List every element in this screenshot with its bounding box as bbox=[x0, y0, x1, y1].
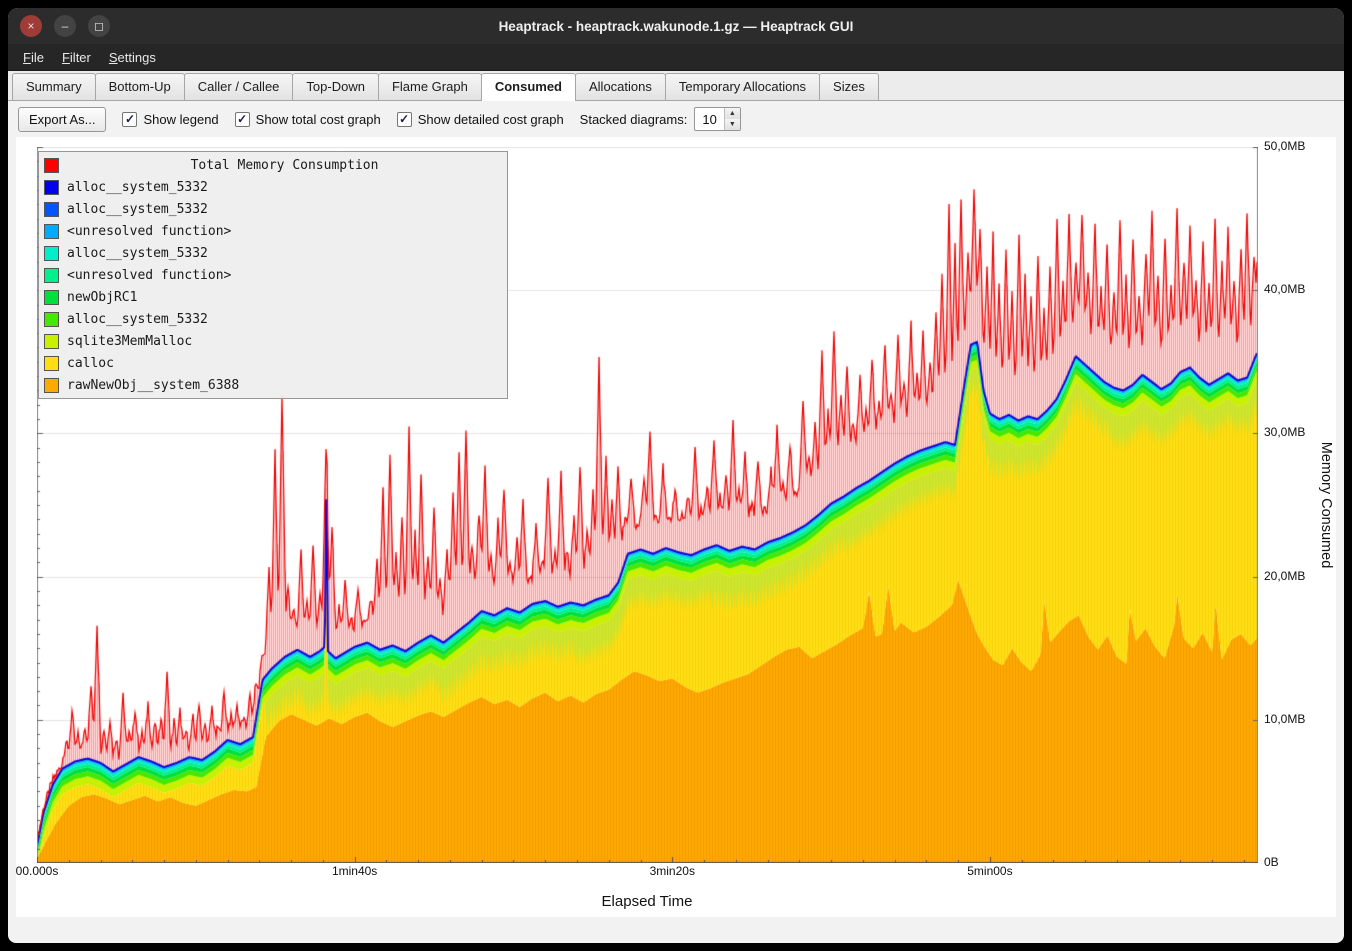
legend-swatch bbox=[44, 311, 59, 327]
spinner-up-icon[interactable]: ▲ bbox=[724, 108, 740, 119]
title-bar[interactable]: × – ◻ Heaptrack - heaptrack.wakunode.1.g… bbox=[8, 8, 1344, 44]
legend-item: alloc__system_5332 bbox=[44, 242, 502, 264]
x-axis-tick-label: 3min20s bbox=[649, 864, 695, 878]
menu-filter[interactable]: Filter bbox=[61, 49, 91, 65]
window-controls: × – ◻ bbox=[20, 15, 110, 37]
tab-temporary-allocations[interactable]: Temporary Allocations bbox=[664, 73, 821, 100]
y-axis-tick-label: 20,0MB bbox=[1264, 568, 1306, 583]
consumed-chart-widget: Total Memory Consumption alloc__system_53… bbox=[16, 137, 1336, 917]
y-axis-tick-label: 40,0MB bbox=[1264, 282, 1306, 297]
checkbox-check-icon: ✓ bbox=[396, 111, 412, 127]
legend-item: alloc__system_5332 bbox=[44, 176, 502, 198]
legend-item: alloc__system_5332 bbox=[44, 198, 502, 220]
legend-label: <unresolved function> bbox=[67, 223, 232, 239]
legend-label: alloc__system_5332 bbox=[67, 311, 208, 327]
legend-label: <unresolved function> bbox=[67, 267, 232, 283]
y-axis-tick-label: 30,0MB bbox=[1264, 425, 1306, 440]
menu-bar: File Filter Settings bbox=[8, 44, 1344, 71]
x-axis-title: Elapsed Time bbox=[601, 893, 693, 910]
tab-caller-callee[interactable]: Caller / Callee bbox=[183, 73, 294, 100]
app-window: × – ◻ Heaptrack - heaptrack.wakunode.1.g… bbox=[8, 8, 1344, 943]
menu-settings[interactable]: Settings bbox=[108, 49, 156, 65]
show-total-cost-graph-label: Show total cost graph bbox=[255, 111, 381, 127]
toolbar: Export As... ✓ Show legend ✓ Show total … bbox=[8, 101, 1344, 137]
legend-swatch bbox=[44, 333, 59, 349]
export-as-button[interactable]: Export As... bbox=[18, 106, 107, 132]
legend-item: sqlite3MemMalloc bbox=[44, 330, 502, 352]
tab-summary[interactable]: Summary bbox=[12, 73, 96, 100]
show-detailed-cost-graph-label: Show detailed cost graph bbox=[417, 111, 564, 127]
show-legend-checkbox[interactable]: ✓ Show legend bbox=[122, 111, 219, 127]
stacked-diagrams-label: Stacked diagrams: bbox=[579, 111, 688, 127]
tab-bottom-up[interactable]: Bottom-Up bbox=[94, 73, 185, 100]
close-icon[interactable]: × bbox=[20, 15, 42, 37]
legend-title: Total Memory Consumption bbox=[190, 157, 379, 173]
legend-swatch bbox=[44, 223, 59, 239]
tab-bar: Summary Bottom-Up Caller / Callee Top-Do… bbox=[8, 71, 1344, 101]
legend-swatch bbox=[44, 245, 59, 261]
legend-item: newObjRC1 bbox=[44, 286, 502, 308]
spinner-arrows: ▲ ▼ bbox=[723, 108, 740, 130]
legend-title-row: Total Memory Consumption bbox=[44, 154, 502, 176]
legend-item: <unresolved function> bbox=[44, 220, 502, 242]
stacked-diagrams-spinner[interactable]: 10 ▲ ▼ bbox=[694, 107, 741, 131]
legend-label: sqlite3MemMalloc bbox=[67, 333, 193, 349]
tab-flame-graph[interactable]: Flame Graph bbox=[377, 73, 482, 100]
minimize-icon[interactable]: – bbox=[54, 15, 76, 37]
x-axis-tick-label: 5min00s bbox=[967, 864, 1013, 878]
maximize-icon[interactable]: ◻ bbox=[88, 15, 110, 37]
legend-swatch bbox=[44, 201, 59, 217]
legend-label: rawNewObj__system_6388 bbox=[67, 377, 240, 393]
spinner-down-icon[interactable]: ▼ bbox=[724, 119, 740, 130]
checkbox-check-icon: ✓ bbox=[122, 111, 138, 127]
legend-label: calloc bbox=[67, 355, 114, 371]
tab-top-down[interactable]: Top-Down bbox=[292, 73, 379, 100]
x-axis-tick-label: 00.000s bbox=[15, 864, 59, 878]
stacked-diagrams-value: 10 bbox=[702, 111, 717, 127]
show-legend-label: Show legend bbox=[143, 111, 219, 127]
legend-label: newObjRC1 bbox=[67, 289, 138, 305]
legend-swatch bbox=[44, 267, 59, 283]
legend-item: calloc bbox=[44, 352, 502, 374]
legend-item: <unresolved function> bbox=[44, 264, 502, 286]
legend-swatch bbox=[44, 377, 59, 393]
y-axis-tick-label: 0B bbox=[1264, 855, 1279, 869]
legend-swatch bbox=[44, 179, 59, 195]
tab-allocations[interactable]: Allocations bbox=[575, 73, 666, 100]
legend-item: alloc__system_5332 bbox=[44, 308, 502, 330]
legend-item: rawNewObj__system_6388 bbox=[44, 374, 502, 396]
stacked-diagrams-control: Stacked diagrams: 10 ▲ ▼ bbox=[580, 107, 741, 131]
legend-label: alloc__system_5332 bbox=[67, 201, 208, 217]
legend-swatch bbox=[44, 289, 59, 305]
show-detailed-cost-graph-checkbox[interactable]: ✓ Show detailed cost graph bbox=[396, 111, 564, 127]
legend-swatch bbox=[44, 157, 59, 173]
legend-label: alloc__system_5332 bbox=[67, 245, 208, 261]
checkbox-check-icon: ✓ bbox=[234, 111, 250, 127]
x-axis-tick-label: 1min40s bbox=[331, 864, 378, 878]
show-total-cost-graph-checkbox[interactable]: ✓ Show total cost graph bbox=[234, 111, 381, 127]
menu-file[interactable]: File bbox=[23, 49, 44, 65]
tab-sizes[interactable]: Sizes bbox=[819, 73, 879, 100]
y-axis-title: Memory Consumed bbox=[1318, 441, 1334, 569]
legend-swatch bbox=[44, 355, 59, 371]
legend-label: alloc__system_5332 bbox=[67, 179, 208, 195]
tab-consumed[interactable]: Consumed bbox=[480, 73, 576, 101]
y-axis-tick-label: 10,0MB bbox=[1264, 711, 1306, 726]
y-axis-tick-label: 50,0MB bbox=[1264, 139, 1306, 153]
chart-legend: Total Memory Consumption alloc__system_53… bbox=[38, 151, 508, 399]
window-title: Heaptrack - heaptrack.wakunode.1.gz — He… bbox=[498, 18, 854, 34]
